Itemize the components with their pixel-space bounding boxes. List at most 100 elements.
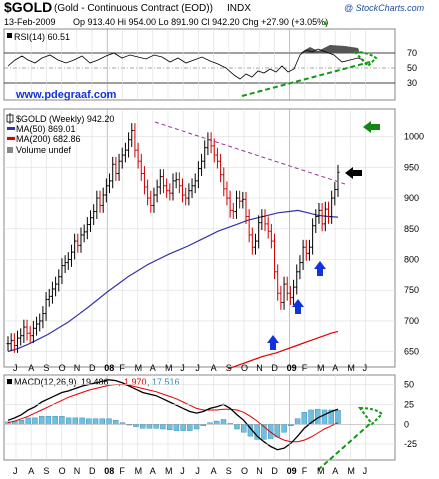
price-bar [63,255,67,274]
macd-tick: 0 [404,419,409,429]
x-label: M [135,363,143,373]
rsi-line [7,48,365,80]
price-bar [54,276,58,297]
price-tick: 650 [404,347,419,357]
exchange-label: INDX [227,3,251,14]
x-label: D [89,363,96,373]
price-bar [146,179,150,206]
x-label: O [241,363,248,373]
price-bar [6,336,10,352]
price-bar [158,169,162,195]
macd-histogram-bar [234,424,240,430]
macd-signal-line [7,384,339,443]
x-label: A [211,363,217,373]
symbol-name: (Gold - Continuous Contract (EOD)) [54,3,213,14]
price-bar [136,142,140,169]
x-label: J [13,466,18,476]
price-bar [82,224,86,243]
x-label: F [119,363,125,373]
x-label: O [241,466,248,476]
macd-histogram-bar [59,416,65,425]
price-bar [215,147,219,169]
price-bar [225,181,229,206]
macd-histogram-bar [18,420,25,425]
macd-histogram-bar [38,416,45,425]
price-bar [73,233,77,260]
price-bar [336,164,340,197]
price-bar [196,161,200,189]
price-bar [139,153,143,181]
watermark-link[interactable]: www.pdegraaf.com [15,89,117,101]
price-bar [111,156,115,189]
macd-hist-value: 17.516 [152,377,180,387]
price-bar [165,178,169,199]
macd-histogram-bar [99,418,105,425]
price-bar [247,209,251,243]
rsi-overbought-fill [300,45,360,53]
quote-label: Op 913.40 Hi 954.00 Lo 891.90 Cl 942.20 … [73,17,328,27]
price-bar [57,269,61,292]
price-bar [142,166,146,195]
price-tick: 1000 [404,132,424,142]
macd-histogram-bar [301,412,308,425]
price-bar [95,190,99,219]
x-label: N [256,466,263,476]
macd-histogram-bar [294,418,301,425]
price-tick: 850 [404,224,419,234]
price-bar [149,190,153,213]
x-label: N [74,466,81,476]
price-bar [171,173,175,201]
price-bar [260,209,264,231]
ma200-legend: MA(200) 682.86 [16,134,81,144]
price-bar [31,320,35,344]
x-label: A [28,466,34,476]
price-bar [320,202,324,232]
ma50-line [7,209,339,353]
macd-histogram-bar [153,424,159,429]
price-bar [60,258,64,285]
x-label: O [59,466,66,476]
price-bar [333,182,337,206]
price-bar [120,147,124,169]
x-label: J [195,363,200,373]
macd-histogram-bar [220,419,227,425]
price-bar [323,201,327,232]
price-bar [117,153,121,181]
price-bar [288,285,292,305]
macd-green-trend [317,421,373,471]
price-bar [244,191,248,224]
macd-histogram-bar [193,424,200,430]
price-tick: 900 [404,193,419,203]
price-bar [101,187,105,213]
price-bar [254,233,257,255]
price-bar [285,276,289,301]
price-bar [190,178,194,199]
x-label: D [271,363,278,373]
price-bar [76,233,80,253]
symbol-title: $GOLD [4,0,52,15]
macd-signal-value: 1.970 [124,377,147,387]
price-bar [69,244,73,267]
price-bar [104,178,108,203]
x-label: M [165,466,173,476]
macd-histogram-bar [139,424,146,429]
price-tick: 800 [404,255,419,265]
macd-label: MACD(12,26,9) [14,377,77,387]
macd-histogram-bar [52,416,58,425]
price-bar [133,123,137,158]
price-bar [292,279,296,305]
price-tick: 750 [404,285,419,295]
price-bar [257,215,261,249]
price-tick: 950 [404,162,419,172]
x-label: A [332,363,338,373]
price-bar [161,169,165,194]
green-left-arrow-icon [363,121,380,133]
x-label: 08 [104,466,114,476]
x-label: F [302,363,308,373]
rsi-tick-70: 70 [407,48,417,58]
price-bar [314,209,318,234]
price-bar [304,239,308,261]
price-bar [38,313,42,332]
price-bar [22,319,26,344]
x-label: A [332,466,338,476]
